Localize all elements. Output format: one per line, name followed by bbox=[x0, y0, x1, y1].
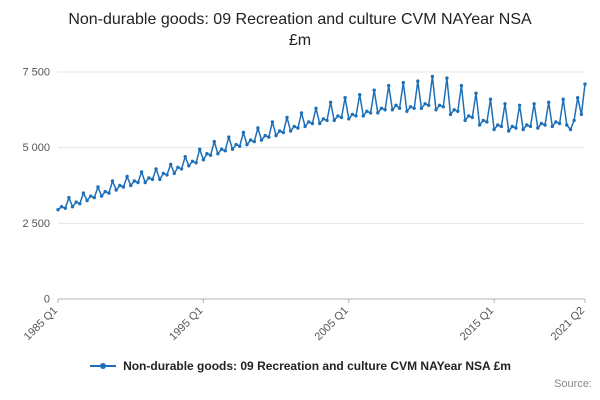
svg-text:7 500: 7 500 bbox=[22, 66, 50, 78]
svg-text:2015 Q1: 2015 Q1 bbox=[458, 304, 496, 342]
svg-text:0: 0 bbox=[44, 293, 50, 305]
svg-text:2021 Q2: 2021 Q2 bbox=[549, 304, 587, 342]
svg-text:1995 Q1: 1995 Q1 bbox=[167, 304, 205, 342]
chart-area: 0 2 500 5 000 7 500 1985 Q1 1995 Q1 2005 Q1 201… bbox=[0, 54, 600, 354]
legend-line-marker-icon bbox=[90, 362, 117, 369]
svg-text:2005 Q1: 2005 Q1 bbox=[313, 304, 351, 342]
svg-text:2 500: 2 500 bbox=[22, 217, 50, 229]
source-label: Source: bbox=[554, 377, 592, 390]
legend-item[interactable]: Non-durable goods: 09 Recreation and cul… bbox=[0, 356, 600, 376]
page-title: Non-durable goods: 09 Recreation and cul… bbox=[68, 11, 532, 49]
legend-label: Non-durable goods: 09 Recreation and cul… bbox=[123, 358, 511, 373]
svg-text:1985 Q1: 1985 Q1 bbox=[22, 304, 60, 342]
svg-text:5 000: 5 000 bbox=[22, 142, 50, 154]
chart-svg: 0 2 500 5 000 7 500 1985 Q1 1995 Q1 2005 Q1 201… bbox=[22, 66, 587, 342]
chart-page: Non-durable goods: 09 Recreation and cul… bbox=[0, 10, 600, 400]
